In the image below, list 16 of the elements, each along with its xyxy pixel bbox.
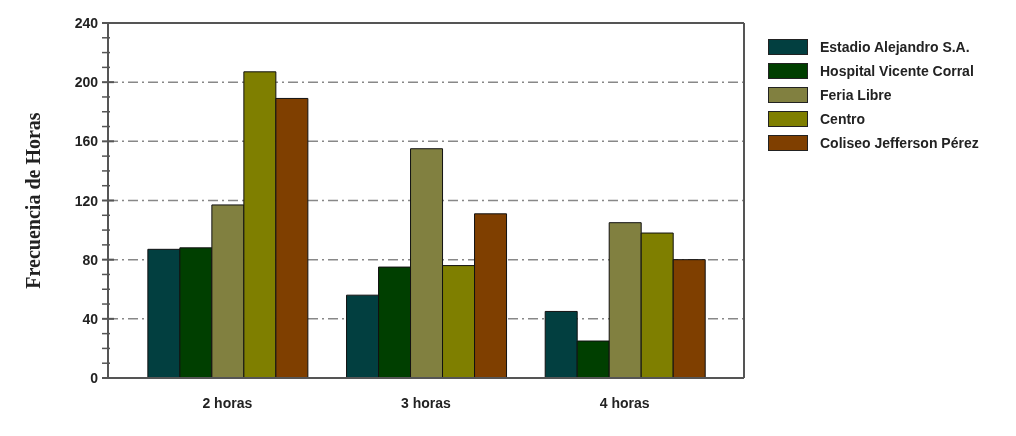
y-tick-label: 160 <box>74 133 99 150</box>
legend-label: Hospital Vicente Corral <box>820 63 974 79</box>
y-axis-title: Frecuencia de Horas <box>22 112 45 289</box>
y-tick-label: 120 <box>74 192 99 209</box>
y-tick-label: 0 <box>90 370 99 386</box>
x-tick-label: 2 horas <box>202 394 253 411</box>
legend-label: Coliseo Jefferson Pérez <box>820 135 979 151</box>
legend-label: Feria Libre <box>820 87 892 103</box>
y-tick-label: 240 <box>74 15 99 31</box>
legend-label: Estadio Alejandro S.A. <box>820 39 970 55</box>
legend-label: Centro <box>820 111 866 127</box>
y-tick-label: 40 <box>82 310 99 327</box>
x-tick-label: 4 horas <box>599 394 650 411</box>
y-tick-label: 80 <box>82 251 99 268</box>
y-tick-label: 200 <box>74 74 99 91</box>
x-tick-label: 3 horas <box>401 394 452 411</box>
